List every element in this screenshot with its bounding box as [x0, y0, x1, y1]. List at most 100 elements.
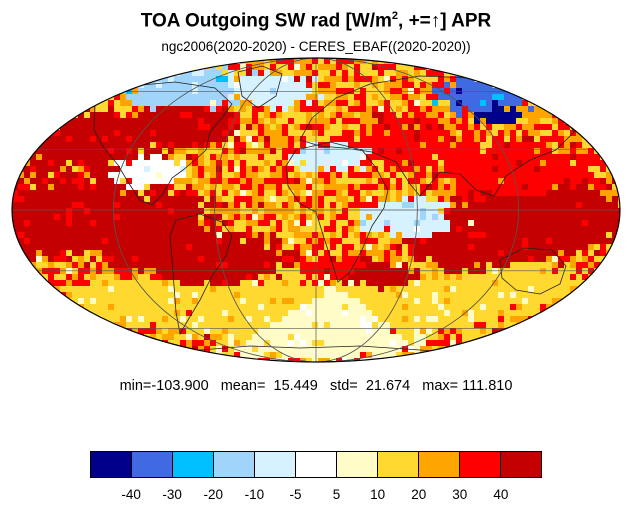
- field-cell: [336, 334, 343, 341]
- field-cell: [318, 256, 325, 263]
- field-cell: [384, 172, 391, 179]
- field-cell: [306, 94, 313, 101]
- field-cell: [330, 166, 337, 173]
- field-cell: [252, 316, 259, 323]
- field-cell: [486, 250, 493, 257]
- field-cell: [396, 238, 403, 245]
- field-cell: [198, 340, 205, 347]
- field-cell: [324, 262, 331, 269]
- field-cell: [360, 136, 367, 143]
- field-cell: [120, 298, 127, 305]
- field-cell: [66, 124, 73, 131]
- field-cell: [96, 238, 103, 245]
- field-cell: [114, 124, 121, 131]
- field-cell: [66, 274, 73, 281]
- field-cell: [540, 256, 547, 263]
- field-cell: [486, 100, 493, 107]
- field-cell: [156, 322, 163, 329]
- field-cell: [390, 226, 397, 233]
- field-cell: [282, 64, 289, 71]
- field-cell: [564, 154, 571, 161]
- field-cell: [564, 208, 571, 215]
- field-cell: [330, 154, 337, 161]
- field-cell: [486, 316, 493, 323]
- field-cell: [564, 250, 571, 257]
- field-cell: [366, 118, 373, 125]
- field-cell: [564, 214, 571, 221]
- field-cell: [132, 274, 139, 281]
- field-cell: [126, 124, 133, 131]
- field-cell: [366, 154, 373, 161]
- field-cell: [456, 214, 463, 221]
- field-cell: [252, 154, 259, 161]
- field-cell: [276, 346, 283, 353]
- field-cell: [36, 256, 43, 263]
- field-cell: [198, 76, 205, 83]
- field-cell: [246, 196, 253, 203]
- field-cell: [528, 304, 535, 311]
- field-cell: [330, 274, 337, 281]
- field-cell: [336, 214, 343, 221]
- field-cell: [354, 316, 361, 323]
- field-cell: [438, 220, 445, 227]
- field-cell: [186, 328, 193, 335]
- field-cell: [270, 106, 277, 113]
- field-cell: [612, 202, 619, 209]
- field-cell: [168, 286, 175, 293]
- field-cell: [498, 274, 505, 281]
- field-cell: [210, 190, 217, 197]
- field-cell: [522, 148, 529, 155]
- field-cell: [126, 274, 133, 281]
- field-cell: [336, 358, 343, 362]
- field-cell: [474, 232, 481, 239]
- field-cell: [180, 268, 187, 275]
- field-cell: [450, 268, 457, 275]
- field-cell: [234, 100, 241, 107]
- field-cell: [594, 262, 601, 269]
- field-cell: [216, 148, 223, 155]
- field-cell: [78, 124, 85, 131]
- field-cell: [282, 244, 289, 251]
- field-cell: [360, 58, 367, 65]
- field-cell: [336, 316, 343, 323]
- field-cell: [432, 136, 439, 143]
- field-cell: [144, 280, 151, 287]
- field-cell: [30, 244, 37, 251]
- field-cell: [186, 70, 193, 77]
- field-cell: [312, 262, 319, 269]
- field-cell: [372, 262, 379, 269]
- field-cell: [294, 76, 301, 83]
- field-cell: [312, 268, 319, 275]
- field-cell: [180, 226, 187, 233]
- field-cell: [282, 148, 289, 155]
- field-cell: [252, 214, 259, 221]
- field-cell: [330, 220, 337, 227]
- field-cell: [372, 202, 379, 209]
- field-cell: [372, 190, 379, 197]
- field-cell: [282, 70, 289, 77]
- field-cell: [456, 334, 463, 341]
- field-cell: [210, 136, 217, 143]
- field-cell: [498, 262, 505, 269]
- field-cell: [402, 250, 409, 257]
- field-cell: [222, 256, 229, 263]
- field-cell: [276, 262, 283, 269]
- field-cell: [240, 190, 247, 197]
- field-cell: [456, 304, 463, 311]
- field-cell: [306, 190, 313, 197]
- field-cell: [516, 172, 523, 179]
- field-cell: [450, 340, 457, 347]
- field-cell: [366, 226, 373, 233]
- field-cell: [252, 262, 259, 269]
- field-cell: [306, 130, 313, 137]
- field-cell: [504, 304, 511, 311]
- field-cell: [594, 226, 601, 233]
- field-cell: [60, 232, 67, 239]
- field-cell: [456, 328, 463, 335]
- field-cell: [78, 184, 85, 191]
- field-cell: [450, 160, 457, 167]
- field-cell: [270, 316, 277, 323]
- field-cell: [318, 70, 325, 77]
- field-cell: [402, 286, 409, 293]
- field-cell: [444, 124, 451, 131]
